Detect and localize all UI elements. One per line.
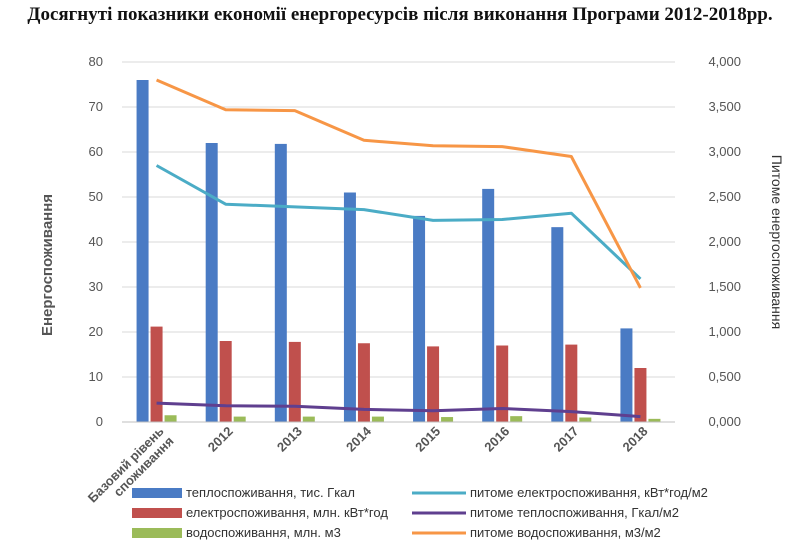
y2-tick-label: 3,000 — [708, 144, 741, 159]
y-tick-label: 0 — [96, 414, 103, 429]
bar — [510, 416, 523, 422]
x-tick-label: 2013 — [274, 424, 305, 455]
bar — [343, 192, 356, 422]
bar — [371, 416, 384, 422]
y-tick-label: 60 — [89, 144, 103, 159]
bar — [441, 417, 454, 422]
bar — [551, 227, 564, 422]
bar — [150, 326, 163, 422]
series-line — [156, 401, 641, 419]
x-tick-label: 2018 — [620, 424, 651, 455]
bar — [357, 343, 370, 422]
y2-tick-label: 0,500 — [708, 369, 741, 384]
legend-swatch — [132, 508, 182, 518]
bar — [288, 341, 301, 422]
legend-label: питоме електроспоживання, кВт*год/м2 — [470, 485, 708, 500]
gridlines — [122, 61, 675, 378]
legend-label: питоме водоспоживання, м3/м2 — [470, 525, 661, 540]
legend-label: питоме теплоспоживання, Гкал/м2 — [470, 505, 679, 520]
bar-series-group — [136, 80, 661, 422]
bar — [136, 80, 149, 422]
legend-label: теплоспоживання, тис. Гкал — [186, 485, 355, 500]
legend-label: електроспоживання, млн. кВт*год — [186, 505, 388, 520]
legend: теплоспоживання, тис. Гкал електроспожива… — [132, 485, 708, 540]
bar — [205, 143, 218, 422]
y2-tick-label: 1,500 — [708, 279, 741, 294]
bar — [620, 328, 633, 422]
x-tick-label: 2014 — [343, 423, 375, 455]
bar — [233, 416, 246, 422]
legend-swatch — [132, 528, 182, 538]
bar — [579, 417, 592, 422]
bar — [274, 143, 287, 422]
y2-axis-title: Питоме енергоспоживання — [769, 155, 785, 329]
y2-tick-label: 4,000 — [708, 54, 741, 69]
y2-tick-label: 1,000 — [708, 324, 741, 339]
chart-title: Досягнуті показники економії енергоресур… — [27, 4, 773, 25]
series-line — [155, 164, 642, 280]
x-axis-ticks: Базовий рівеньспоживання 2012 2013 2014 2015… — [85, 423, 651, 516]
y-tick-label: 80 — [89, 54, 103, 69]
bar — [634, 368, 647, 422]
x-tick-label: Базовий рівеньспоживання — [85, 424, 177, 516]
x-tick-label: 2017 — [550, 424, 581, 455]
bar — [413, 215, 426, 422]
y2-tick-label: 0,000 — [708, 414, 741, 429]
y-tick-label: 10 — [89, 369, 103, 384]
legend-swatch — [132, 488, 182, 498]
y2-tick-label: 3,500 — [708, 99, 741, 114]
legend-label: водоспоживання, млн. м3 — [186, 525, 341, 540]
bar — [302, 416, 315, 422]
x-tick-label: 2016 — [481, 424, 512, 455]
y-tick-label: 40 — [89, 234, 103, 249]
y-tick-label: 20 — [89, 324, 103, 339]
y-tick-label: 50 — [89, 189, 103, 204]
line-series-group — [155, 78, 642, 419]
y-axis-title: Енергоспоживання — [39, 194, 56, 336]
x-tick-label: 2015 — [412, 424, 443, 455]
y-tick-label: 30 — [89, 279, 103, 294]
bar — [648, 418, 661, 422]
series-line — [155, 78, 642, 289]
bar — [482, 188, 495, 422]
bar — [164, 415, 177, 422]
left-axis-ticks: 0 10 20 30 40 50 60 70 80 — [89, 54, 103, 429]
bar — [427, 346, 440, 422]
bar — [219, 341, 232, 422]
y2-tick-label: 2,500 — [708, 189, 741, 204]
x-tick-label: 2012 — [205, 424, 236, 455]
bar — [565, 344, 578, 422]
right-axis-ticks: 0,000 0,500 1,000 1,500 2,000 2,500 3,000 3,500… — [708, 54, 741, 429]
y-tick-label: 70 — [89, 99, 103, 114]
y2-tick-label: 2,000 — [708, 234, 741, 249]
bar — [496, 345, 509, 422]
